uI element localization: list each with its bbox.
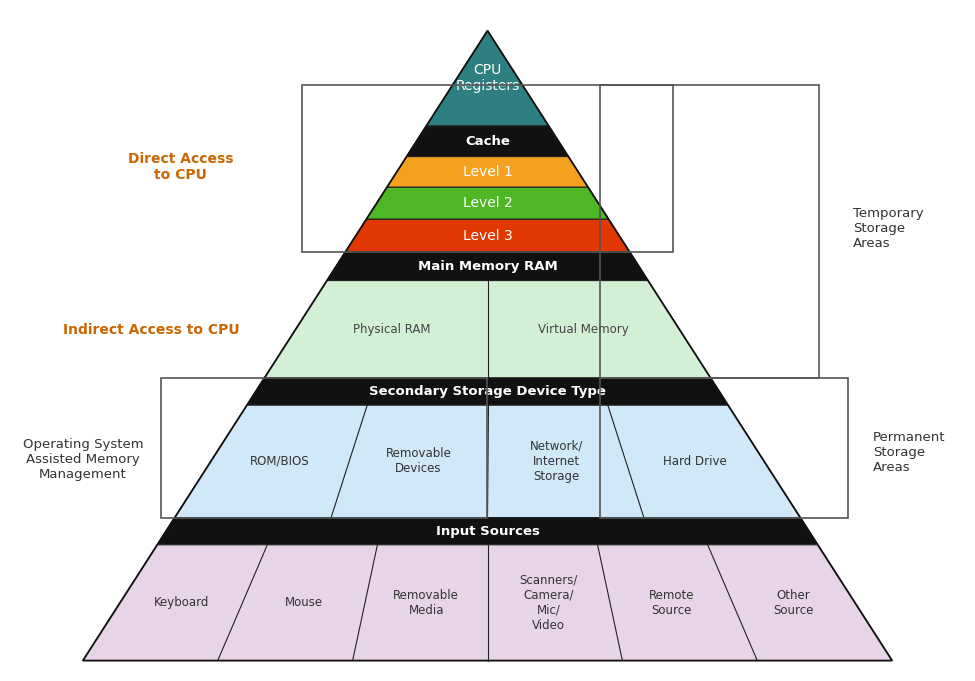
Polygon shape [175,405,800,518]
Text: Hard Drive: Hard Drive [663,455,727,468]
Polygon shape [327,252,648,281]
Polygon shape [83,545,892,661]
Text: Physical RAM: Physical RAM [353,323,430,336]
Text: CPU
Registers: CPU Registers [455,63,520,93]
Text: Keyboard: Keyboard [154,596,209,609]
Text: Permanent
Storage
Areas: Permanent Storage Areas [873,431,945,475]
Text: Removable
Devices: Removable Devices [385,447,451,475]
Bar [600,378,848,518]
Text: Mouse: Mouse [285,596,323,609]
Text: Level 1: Level 1 [462,165,513,179]
Polygon shape [247,378,728,405]
Text: Indirect Access to CPU: Indirect Access to CPU [62,323,240,337]
Polygon shape [426,31,549,126]
Text: Input Sources: Input Sources [436,524,539,538]
Text: Direct Access
to CPU: Direct Access to CPU [128,152,233,182]
Text: Level 2: Level 2 [462,196,513,210]
Polygon shape [264,281,711,378]
Text: Level 3: Level 3 [462,229,513,242]
Text: Other
Source: Other Source [773,588,814,617]
Text: Secondary Storage Device Type: Secondary Storage Device Type [370,385,605,398]
Text: ROM/BIOS: ROM/BIOS [251,455,310,468]
Polygon shape [407,126,568,157]
Text: Operating System
Assisted Memory
Management: Operating System Assisted Memory Managem… [22,438,143,481]
Text: Temporary
Storage
Areas: Temporary Storage Areas [853,206,923,250]
Polygon shape [387,157,588,187]
Text: Remote
Source: Remote Source [648,588,694,617]
Polygon shape [367,187,608,219]
Bar [600,85,819,378]
Text: Scanners/
Camera/
Mic/
Video: Scanners/ Camera/ Mic/ Video [520,573,578,632]
Bar [161,378,487,518]
Text: Main Memory RAM: Main Memory RAM [417,259,558,273]
Text: Removable
Media: Removable Media [393,588,459,617]
Polygon shape [157,518,818,545]
Text: Virtual Memory: Virtual Memory [538,323,629,336]
Bar [302,85,673,252]
Polygon shape [345,219,630,252]
Text: Network/
Internet
Storage: Network/ Internet Storage [530,440,583,483]
Text: Cache: Cache [465,135,510,148]
